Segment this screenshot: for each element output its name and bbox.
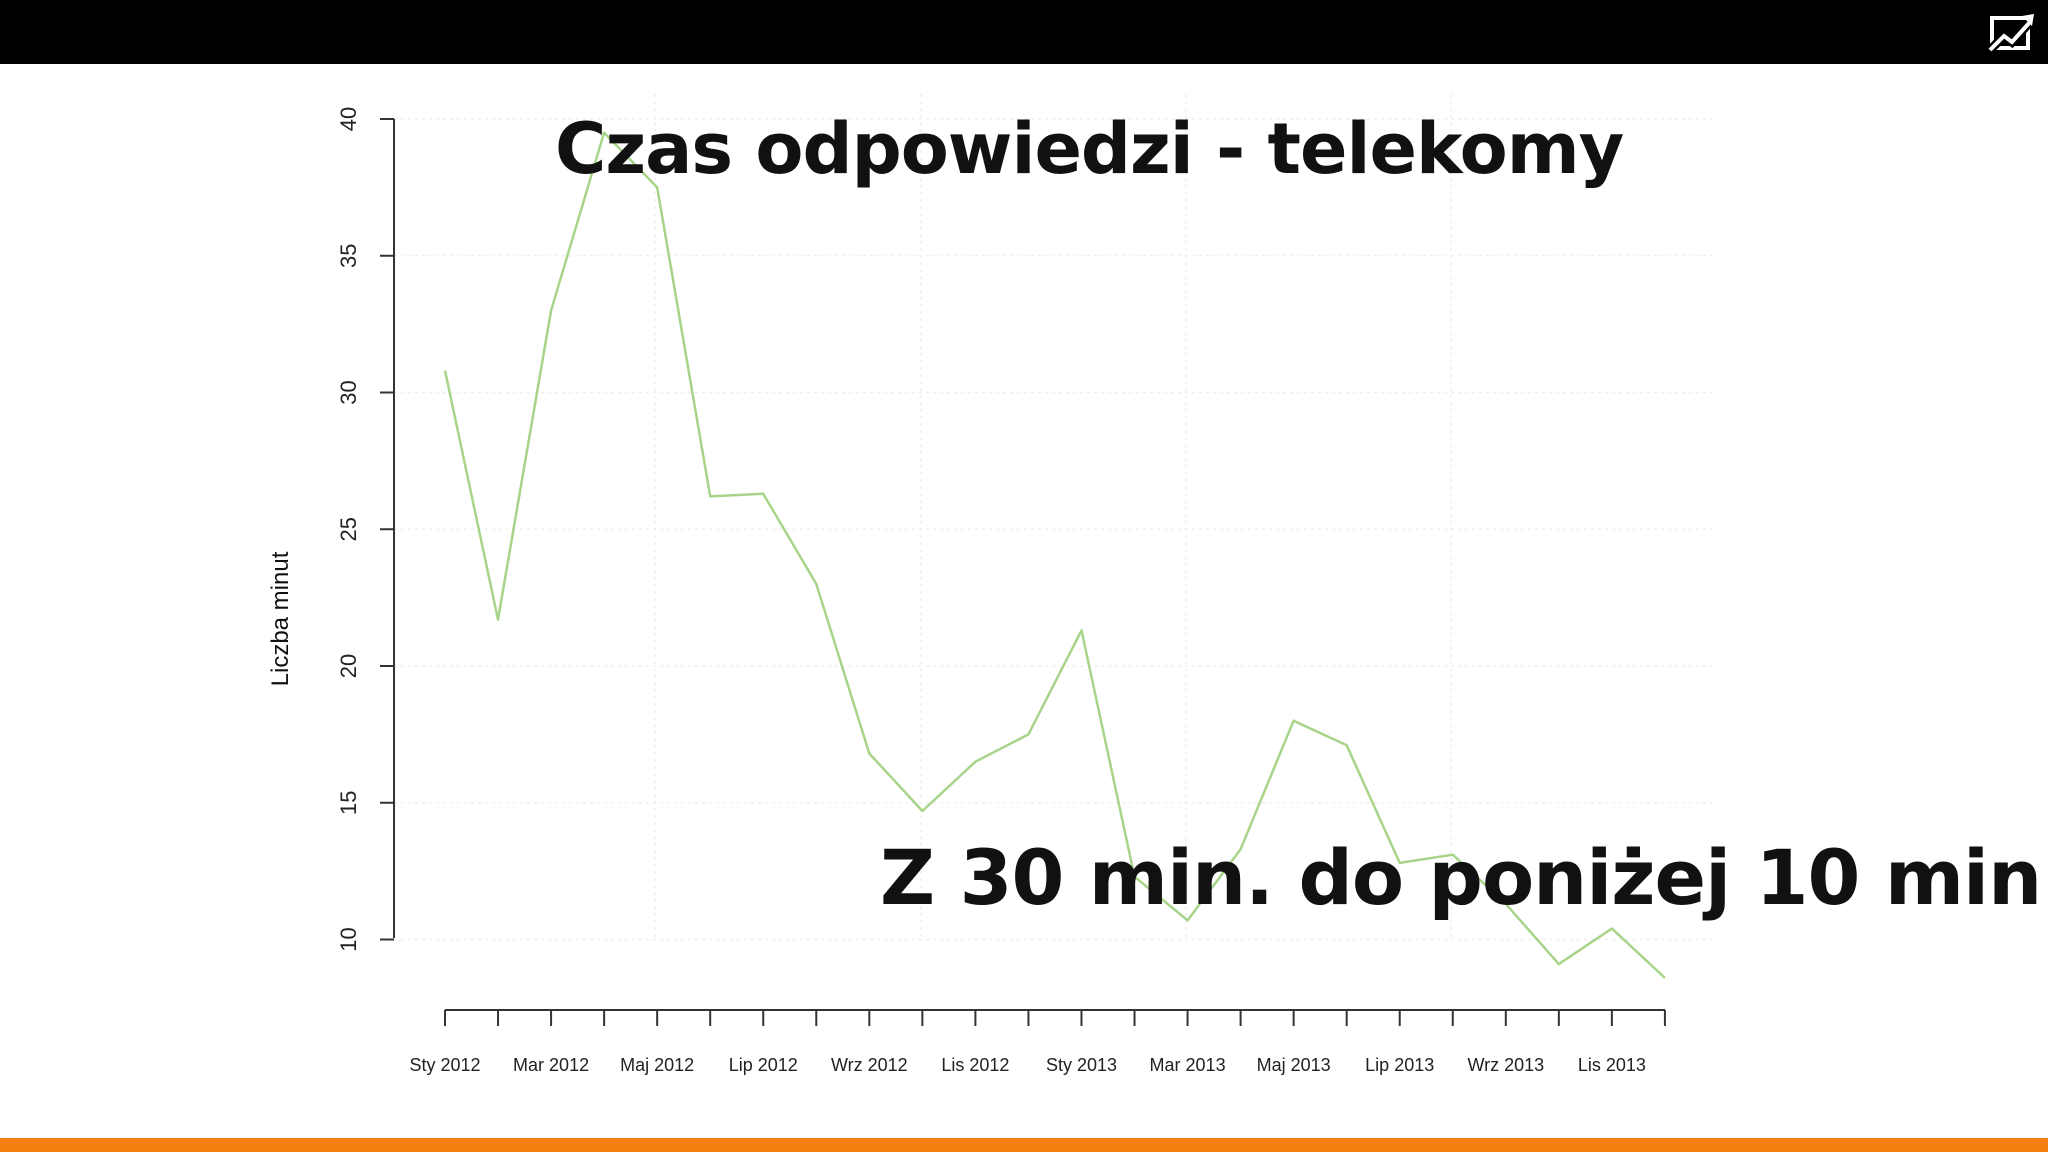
- x-tick-label: Sty 2012: [409, 1055, 480, 1075]
- slide-title: Czas odpowiedzi - telekomy: [555, 108, 1624, 190]
- chart-trend-icon: [1986, 14, 2034, 54]
- line-chart: 10 15 20 25 30 35 40 Sty 2012 Mar 2012 Maj 2012 L…: [267, 94, 1712, 1075]
- bottom-accent-bar: [0, 1138, 2048, 1152]
- series-line: [443, 131, 1666, 979]
- x-axis: Sty 2012 Mar 2012 Maj 2012 Lip 2012 Wrz 2012…: [409, 1010, 1666, 1075]
- y-tick-label: 10: [336, 927, 361, 951]
- x-tick-label: Maj 2013: [1257, 1055, 1331, 1075]
- x-tick-label: Maj 2012: [620, 1055, 694, 1075]
- x-tick-label: Wrz 2012: [831, 1055, 908, 1075]
- x-tick-label: Lip 2013: [1365, 1055, 1434, 1075]
- x-tick-label: Mar 2012: [513, 1055, 589, 1075]
- y-tick-label: 30: [336, 380, 361, 404]
- top-bar: [0, 0, 2048, 64]
- x-tick-label: Lip 2012: [729, 1055, 798, 1075]
- y-axis: 10 15 20 25 30 35 40: [336, 107, 394, 952]
- x-tick-label: Lis 2013: [1578, 1055, 1646, 1075]
- x-tick-label: Wrz 2013: [1467, 1055, 1544, 1075]
- y-tick-label: 35: [336, 244, 361, 268]
- y-tick-label: 40: [336, 107, 361, 131]
- x-tick-label: Lis 2012: [941, 1055, 1009, 1075]
- y-axis-label: Liczba minut: [267, 551, 294, 686]
- series-layer: [443, 131, 1666, 979]
- y-tick-label: 25: [336, 517, 361, 541]
- x-tick-label: Mar 2013: [1150, 1055, 1226, 1075]
- slide-caption: Z 30 min. do poniżej 10 min.: [880, 833, 2048, 922]
- grid-layer: [394, 94, 1712, 941]
- x-tick-label: Sty 2013: [1046, 1055, 1117, 1075]
- y-tick-label: 20: [336, 654, 361, 678]
- y-tick-label: 15: [336, 791, 361, 815]
